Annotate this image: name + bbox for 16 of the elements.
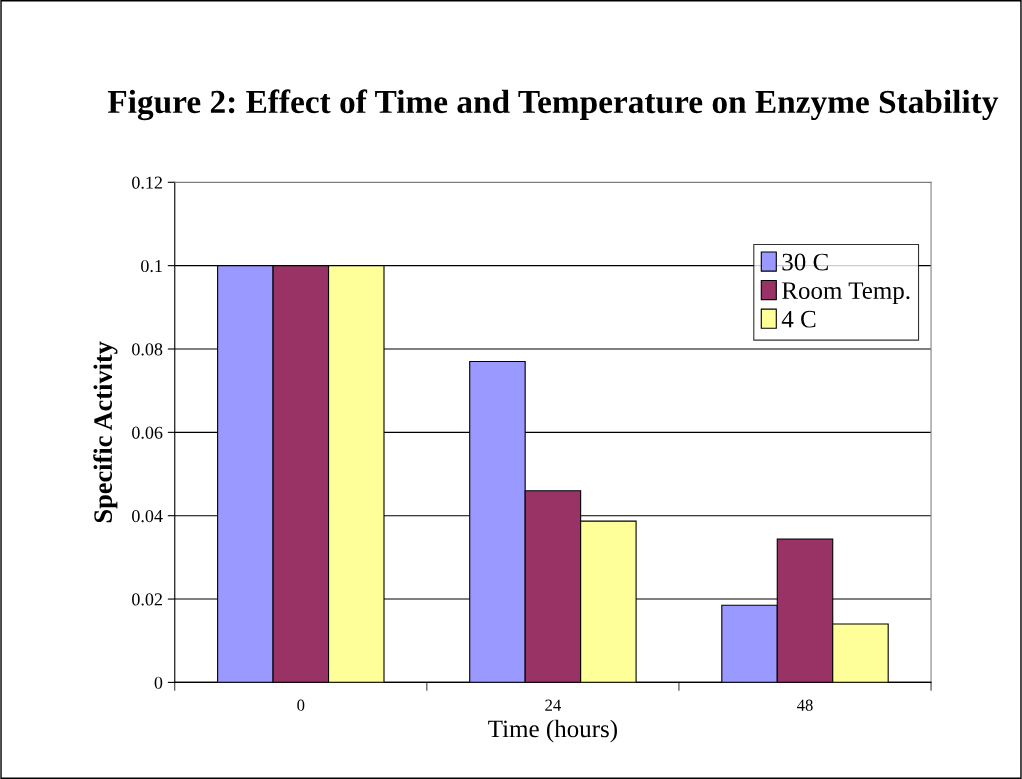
y-tick-label: 0 <box>154 676 163 689</box>
legend-label: 4 C <box>781 310 816 328</box>
y-tick-label: 0.08 <box>132 343 163 356</box>
y-tick-label: 0.02 <box>132 593 162 606</box>
y-tick-label: 0.06 <box>132 426 163 439</box>
x-tick-label: 24 <box>545 699 561 711</box>
x-tick-label: 0 <box>297 699 305 711</box>
legend-label: Room Temp. <box>782 282 910 305</box>
y-tick-label: 0.04 <box>132 509 163 523</box>
chart-title: Figure 2: Effect of Time and Temperature on Enzyme Stability <box>107 89 999 121</box>
y-axis-title: Specific Activity <box>93 341 118 523</box>
x-tick-label: 48 <box>796 699 813 711</box>
y-tick-label: 0.12 <box>132 176 162 189</box>
legend-label: 30 C <box>782 253 828 271</box>
x-axis-title: Time (hours) <box>488 719 617 743</box>
y-tick-label: 0.1 <box>141 259 162 273</box>
